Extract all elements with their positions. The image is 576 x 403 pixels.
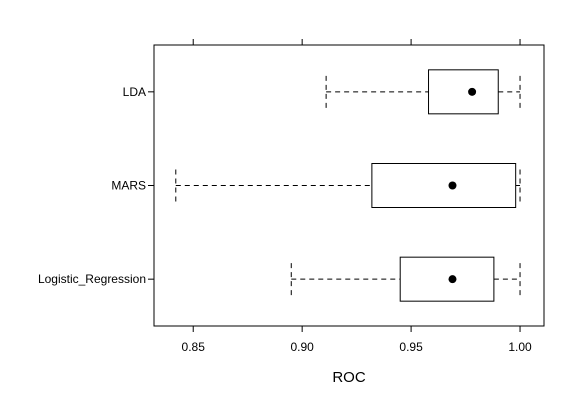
- box-group-lda: [325, 69, 521, 115]
- box-group-mars: [175, 163, 521, 208]
- box-group-logistic-regression: [290, 256, 521, 302]
- iqr-box: [428, 69, 499, 115]
- x-tick-layer: 0.85 0.90 0.95 1.00: [182, 39, 532, 354]
- median-dot: [448, 181, 457, 190]
- y-tick-label: Logistic_Regression: [38, 272, 146, 286]
- x-tick-label: 0.85: [182, 340, 206, 354]
- y-tick-label: MARS: [111, 179, 146, 193]
- x-tick-label: 0.90: [290, 340, 314, 354]
- median-dot: [468, 87, 477, 96]
- y-tick-label: LDA: [123, 85, 146, 99]
- iqr-box: [371, 163, 517, 208]
- y-tick-layer: LDA MARS Logistic_Regression: [38, 85, 154, 286]
- x-tick-label: 1.00: [508, 340, 532, 354]
- boxes-layer: [175, 69, 521, 302]
- x-tick-label: 0.95: [399, 340, 423, 354]
- median-dot: [448, 275, 457, 284]
- iqr-box: [399, 256, 495, 302]
- x-axis-label: ROC: [332, 369, 366, 386]
